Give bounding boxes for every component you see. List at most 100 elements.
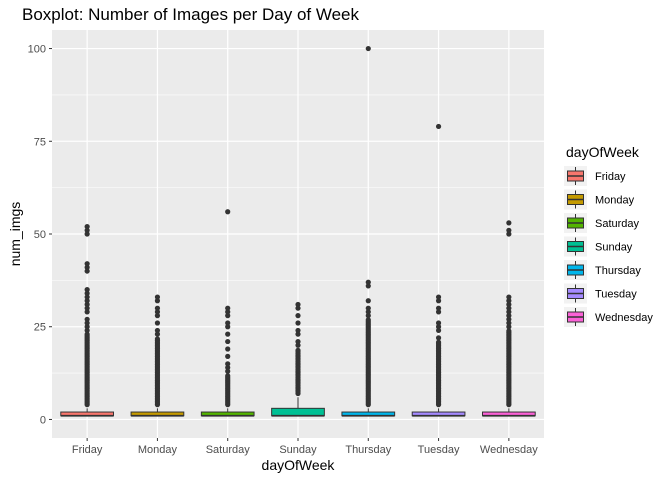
outlier-point [365,305,371,311]
legend-item-saturday: Saturday [564,213,640,233]
x-tick-label: Friday [72,444,103,456]
legend-label: Friday [595,171,626,183]
outlier-point [435,335,442,341]
outlier-point [84,290,90,296]
outlier-point [225,320,231,326]
outlier-point [225,331,231,337]
legend-item-tuesday: Tuesday [564,283,637,304]
outlier-point [506,305,512,311]
outlier-point [365,317,371,323]
legend-label: Tuesday [595,289,637,301]
outlier-point [435,309,442,315]
x-tick-label: Monday [138,444,178,456]
x-axis: Friday Monday Saturday Sunday Thursday Tuesda… [72,438,538,456]
outlier-point [84,268,90,274]
outlier-point [154,336,161,342]
outlier-point [84,298,90,304]
outlier-point [154,320,161,326]
outlier-point [84,301,90,308]
outlier-point [365,283,371,289]
outlier-point [295,320,301,326]
outlier-point [506,231,512,237]
outlier-point [225,313,231,319]
y-tick-label: 0 [40,414,46,426]
box-body [271,407,325,417]
outlier-point [225,373,231,379]
outlier-point [506,316,512,322]
x-tick-label: Thursday [345,444,391,456]
y-axis: 0 25 50 75 100 [28,44,52,426]
box-group-friday [60,223,114,417]
outlier-point [225,209,231,215]
outlier-point [435,123,442,130]
outlier-point [84,227,90,233]
box-group-wednesday [482,220,536,417]
outlier-point [365,313,371,319]
outlier-point [295,342,301,348]
outlier-point [435,339,442,345]
y-tick-label: 50 [34,229,46,241]
outlier-point [154,313,161,319]
outlier-point [295,347,301,353]
outlier-point [295,313,301,319]
box-group-saturday [200,209,255,417]
legend-item-sunday: Sunday [564,236,633,257]
chart-title: Boxplot: Number of Images per Day of Wee… [22,5,360,24]
outlier-point [365,279,371,285]
outlier-point [154,305,161,311]
outlier-point [506,309,512,315]
outlier-point [506,313,512,319]
x-tick-label: Saturday [206,444,251,456]
box-group-thursday [341,45,396,417]
outlier-point [225,353,231,359]
outlier-point [225,309,231,315]
legend-label: Saturday [595,218,640,230]
outlier-point [154,294,161,300]
outlier-point [84,331,90,337]
outlier-point [84,264,90,270]
outlier-point [84,327,90,334]
outlier-point [435,320,442,326]
outlier-point [365,309,371,315]
legend-label: Thursday [595,265,641,277]
boxes-layer [60,45,536,417]
outlier-point [506,220,512,226]
box-group-tuesday [411,123,466,417]
box-group-sunday [271,301,325,417]
outlier-point [225,361,231,367]
x-tick-label: Tuesday [418,444,460,456]
outlier-point [506,227,512,233]
outlier-point [84,316,90,322]
outlier-point [365,298,371,304]
outlier-point [84,231,90,237]
outlier-point [225,305,231,311]
outlier-point [295,301,301,308]
outlier-point [506,301,512,308]
outlier-point [295,331,301,337]
legend-item-friday: Friday [564,166,626,186]
outlier-point [365,45,371,52]
outlier-point [295,327,301,334]
outlier-point [435,298,442,304]
outlier-point [225,338,231,345]
outlier-point [84,320,90,326]
outlier-point [84,261,90,267]
x-tick-label: Sunday [279,444,317,456]
legend-label: Monday [595,195,635,207]
outlier-point [435,324,442,330]
legend-item-thursday: Thursday [564,260,641,280]
legend-label: Sunday [595,242,633,254]
legend-item-wednesday: Wednesday [564,307,653,327]
y-tick-label: 75 [34,136,46,148]
outlier-point [506,294,512,300]
outlier-point [506,324,512,330]
outlier-point [295,338,301,345]
outlier-point [154,309,161,315]
y-tick-label: 25 [34,322,46,334]
outlier-point [506,298,512,304]
outlier-point [154,327,161,334]
outlier-point [225,368,231,374]
outlier-point [225,364,231,371]
outlier-point [84,309,90,315]
